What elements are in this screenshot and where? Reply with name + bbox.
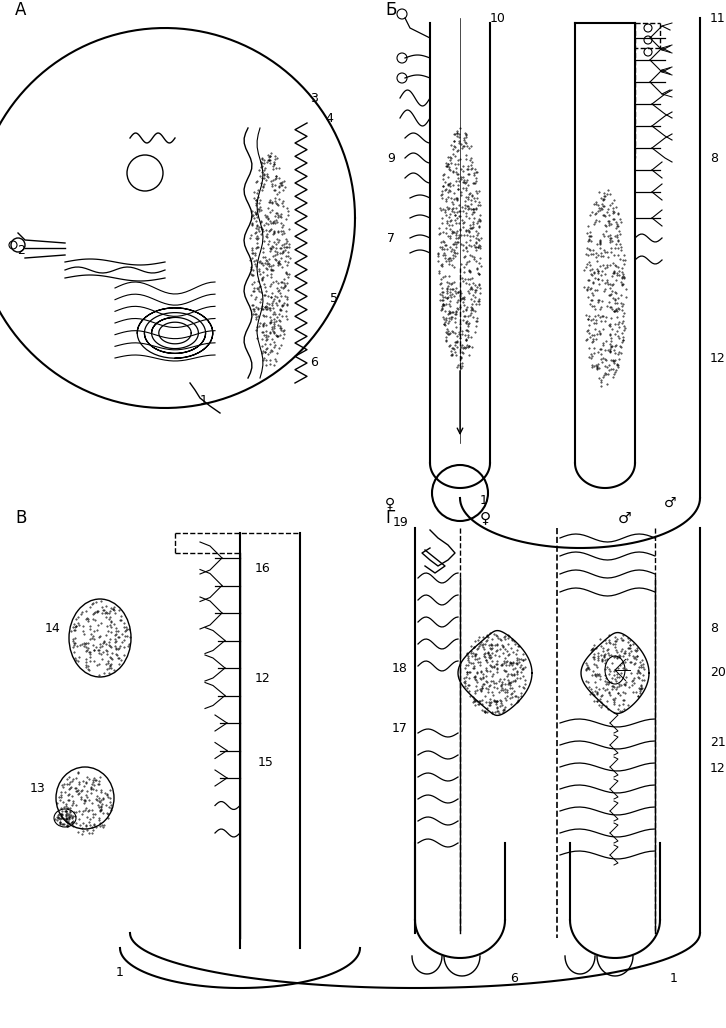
Text: 6: 6 <box>310 357 318 369</box>
Text: ♂: ♂ <box>664 495 676 510</box>
Text: 11: 11 <box>710 11 726 25</box>
Text: ♂: ♂ <box>618 511 632 525</box>
Text: ♀: ♀ <box>479 511 491 525</box>
Text: 20: 20 <box>710 666 726 680</box>
Text: 17: 17 <box>392 722 408 734</box>
Text: 8: 8 <box>710 622 718 634</box>
Text: 1: 1 <box>116 966 124 980</box>
Text: 13: 13 <box>29 781 45 795</box>
Text: 21: 21 <box>710 736 726 749</box>
Text: А: А <box>15 1 26 19</box>
Text: 10: 10 <box>490 11 506 25</box>
Text: 1: 1 <box>480 493 488 507</box>
Text: 12: 12 <box>710 762 726 774</box>
Text: ♀: ♀ <box>385 495 395 510</box>
Text: Б: Б <box>385 1 396 19</box>
Text: 14: 14 <box>44 622 60 634</box>
Text: 2: 2 <box>17 244 25 257</box>
Text: 12: 12 <box>255 671 271 685</box>
Text: 5: 5 <box>330 292 338 304</box>
Text: 12: 12 <box>710 352 726 365</box>
Text: Г: Г <box>385 509 395 527</box>
Text: 15: 15 <box>258 757 274 770</box>
Text: 19: 19 <box>392 516 408 529</box>
Text: В: В <box>15 509 26 527</box>
Text: 8: 8 <box>710 151 718 164</box>
Text: 18: 18 <box>392 661 408 674</box>
Text: 1: 1 <box>670 971 678 985</box>
Text: 16: 16 <box>255 561 271 575</box>
Text: 7: 7 <box>387 231 395 245</box>
Text: 9: 9 <box>387 151 395 164</box>
Text: 4: 4 <box>325 111 333 124</box>
Text: 3: 3 <box>310 91 318 105</box>
Text: 6: 6 <box>510 971 518 985</box>
Text: 1: 1 <box>200 394 208 406</box>
